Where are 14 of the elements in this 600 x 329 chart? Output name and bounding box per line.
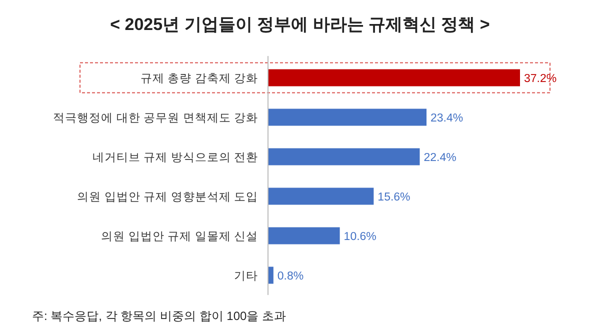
y-tick-label: 의원 입법안 규제 일몰제 신설: [101, 230, 258, 243]
y-tick-label: 규제 총량 감축제 강화: [140, 72, 258, 85]
chart-title: < 2025년 기업들이 정부에 바라는 규제혁신 정책 >: [110, 15, 490, 34]
y-tick-label: 기타: [234, 270, 258, 282]
y-tick-label: 의원 입법안 규제 영향분석제 도입: [77, 191, 258, 204]
data-label: 10.6%: [344, 230, 376, 243]
data-label: 22.4%: [424, 152, 456, 164]
data-label: 37.2%: [524, 72, 557, 85]
data-label: 0.8%: [277, 270, 304, 282]
data-label: 23.4%: [430, 112, 464, 124]
text: 주: 복수응답, 각 항목의 비중의 합이 100을 초과: [32, 309, 286, 323]
y-tick-label: 적극행정에 대한 공무원 면책제도 강화: [53, 112, 258, 124]
y-tick-label: 네거티브 규제 방식으로의 전환: [92, 152, 258, 164]
data-label: 15.6%: [378, 191, 410, 204]
